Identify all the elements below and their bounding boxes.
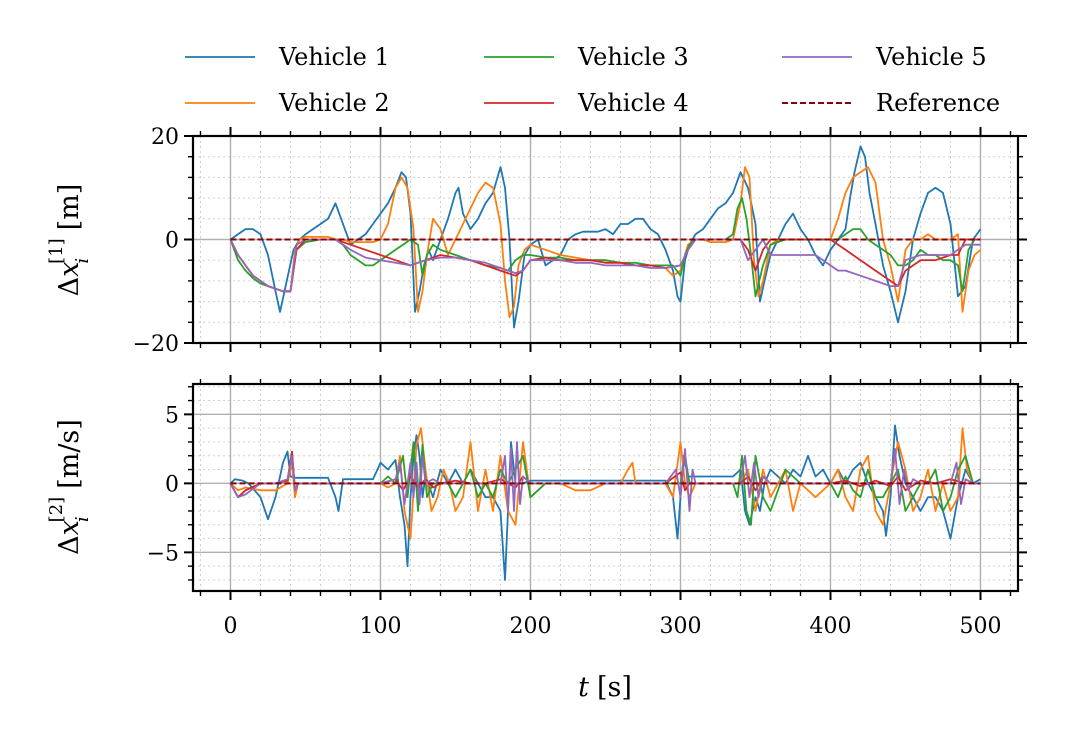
y-tick-label: 20 bbox=[151, 125, 179, 150]
legend-label: Vehicle 4 bbox=[577, 89, 689, 117]
x-tick-label: 100 bbox=[360, 614, 402, 639]
top-ylabel-delta: Δ bbox=[54, 277, 85, 297]
top-ylabel-sub: i bbox=[72, 258, 93, 264]
legend-label: Vehicle 1 bbox=[278, 43, 390, 71]
xlabel: t [s] bbox=[578, 672, 632, 703]
legend: Vehicle 1 Vehicle 2 Vehicle 3 Vehicle 4 Vehi… bbox=[185, 43, 1000, 117]
legend-item: Vehicle 5 bbox=[782, 43, 987, 71]
xlabel-unit: [s] bbox=[597, 672, 632, 703]
legend-item: Vehicle 3 bbox=[484, 43, 689, 71]
legend-label: Reference bbox=[876, 89, 1000, 117]
major-grid bbox=[193, 384, 1018, 591]
series-group bbox=[229, 145, 982, 329]
x-tick-label: 400 bbox=[810, 614, 852, 639]
bottom-ylabel: Δxi [2] [m/s] bbox=[46, 419, 93, 555]
legend-item: Reference bbox=[782, 89, 1000, 117]
x-tick-label: 0 bbox=[224, 614, 238, 639]
top-ylabel-unit: [m] bbox=[54, 184, 85, 231]
legend-item: Vehicle 2 bbox=[185, 89, 390, 117]
y-tick-label: 5 bbox=[165, 403, 179, 428]
ticks bbox=[184, 375, 1027, 600]
series-vehicle-5 bbox=[229, 238, 981, 293]
top-ylabel-var: x bbox=[54, 262, 85, 277]
top-ylabel-sup: [1] bbox=[46, 238, 67, 264]
bottom-ylabel-sup: [2] bbox=[46, 497, 67, 523]
x-tick-label: 200 bbox=[510, 614, 552, 639]
series-vehicle-1 bbox=[229, 424, 981, 581]
bottom-ylabel-var: x bbox=[54, 520, 85, 535]
legend-label: Vehicle 5 bbox=[875, 43, 987, 71]
legend-item: Vehicle 1 bbox=[185, 43, 390, 71]
y-tick-label: −5 bbox=[147, 541, 179, 566]
legend-label: Vehicle 3 bbox=[577, 43, 689, 71]
series-vehicle-1 bbox=[229, 145, 982, 329]
series-group bbox=[229, 424, 981, 581]
axes-frame bbox=[191, 382, 1020, 593]
ticks bbox=[184, 127, 1027, 352]
top-panel: −20 0 20 bbox=[133, 125, 1027, 357]
y-tick-label: −20 bbox=[133, 332, 179, 357]
bottom-ylabel-delta: Δ bbox=[54, 535, 85, 555]
series-vehicle-3 bbox=[229, 197, 981, 298]
top-ylabel: Δxi [1] [m] bbox=[46, 184, 93, 297]
legend-item: Vehicle 4 bbox=[484, 89, 689, 117]
x-tick-label: 500 bbox=[960, 614, 1002, 639]
y-tick-label: 0 bbox=[165, 229, 179, 254]
bottom-ylabel-sub: i bbox=[72, 516, 93, 522]
series-vehicle-5 bbox=[229, 441, 981, 512]
legend-label: Vehicle 2 bbox=[278, 89, 390, 117]
series-vehicle-2 bbox=[229, 427, 981, 540]
x-tick-label: 300 bbox=[660, 614, 702, 639]
bottom-ylabel-unit: [m/s] bbox=[54, 419, 85, 489]
xlabel-var: t bbox=[578, 672, 589, 703]
y-tick-label: 0 bbox=[165, 472, 179, 497]
